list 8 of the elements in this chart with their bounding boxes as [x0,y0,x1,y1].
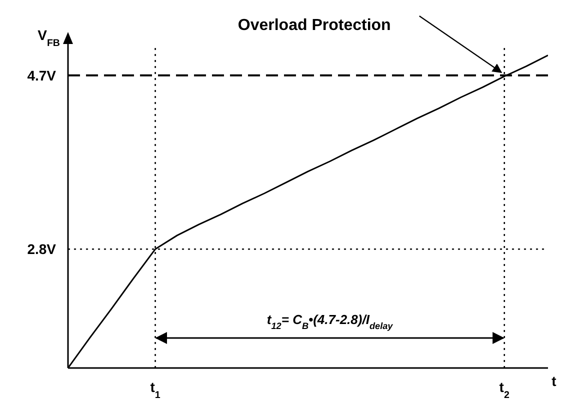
y-axis-title: V$_{FB}$ [38,27,60,48]
x-tick-label: t$_{1}$ [150,379,161,400]
annotation: t$_{12}$= C$_{B}$•(4.7-2.8)/I$_{delay}$ [266,312,394,331]
x-axis-title: t [552,373,557,389]
y-tick-label: 2.8V [27,241,57,258]
x-tick-label: t$_{2}$ [499,379,510,400]
text: Overload Protection [238,17,391,34]
y-tick-label: 4.7V [27,67,57,84]
